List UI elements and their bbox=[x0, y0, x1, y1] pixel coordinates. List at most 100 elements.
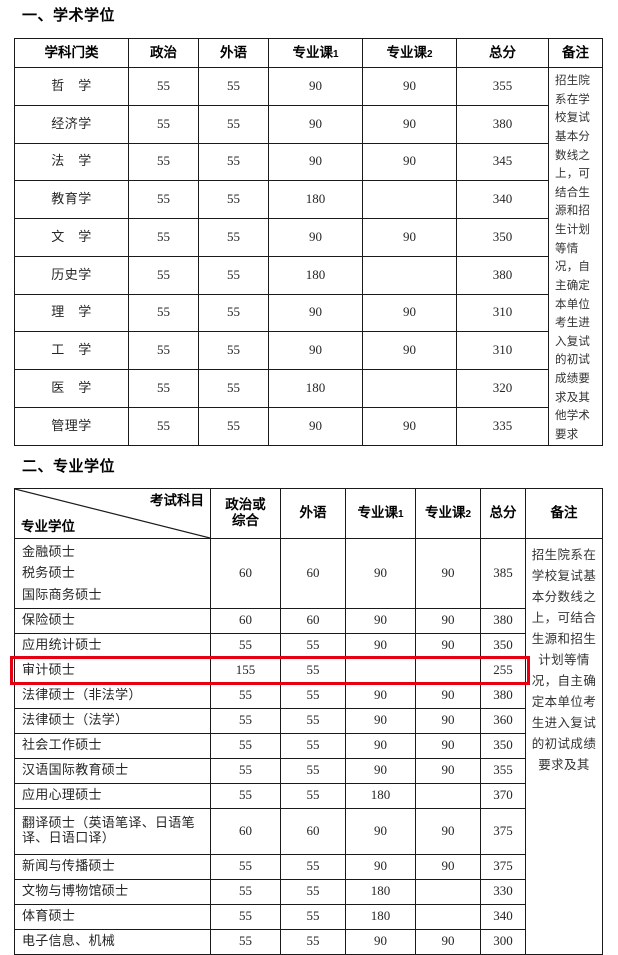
major1-index: 1 bbox=[397, 509, 404, 521]
cell-major1-score: 90 bbox=[345, 632, 416, 659]
cell-major2-score: 90 bbox=[362, 67, 457, 106]
cell-foreign-score: 55 bbox=[198, 331, 269, 370]
cell-major1-score: 90 bbox=[345, 928, 416, 955]
cell-total-score: 320 bbox=[456, 369, 549, 408]
professional-degree-score-table: 考试科目 专业学位 政治或 综合 外语 专业课1 专业课2 总分 备注 金融硕士… bbox=[14, 487, 603, 955]
table-row: 电子信息、机械 55 55 90 90 300 bbox=[14, 928, 603, 955]
cell-discipline-name: 管理学 bbox=[14, 406, 129, 446]
cell-foreign-score: 55 bbox=[280, 732, 346, 759]
table-header-row: 学科门类 政治 外语 专业课1 专业课2 总分 备注 bbox=[14, 38, 603, 68]
degree-name-line: 金融硕士 bbox=[22, 544, 76, 560]
table-row: 法律硕士（非法学） 55 55 90 90 380 bbox=[14, 682, 603, 709]
table-row: 医 学 55 55 180 320 bbox=[14, 369, 603, 408]
cell-major1-score: 90 bbox=[345, 607, 416, 634]
cell-total-score: 375 bbox=[480, 853, 526, 880]
cell-remark-text: 招生院系在学校复试基本分数线之上，可结合生源和招生计划等情况，自主确定本单位考生… bbox=[525, 537, 603, 955]
cell-total-score: 340 bbox=[456, 180, 549, 219]
cell-major1-score: 90 bbox=[345, 853, 416, 880]
cell-major1-score: 90 bbox=[268, 331, 363, 370]
cell-politics-score: 55 bbox=[210, 757, 281, 784]
degree-name-line: 国际商务硕士 bbox=[22, 586, 102, 602]
major2-index: 2 bbox=[465, 509, 472, 521]
cell-foreign-score: 55 bbox=[198, 67, 269, 106]
cell-foreign-score: 55 bbox=[280, 757, 346, 784]
cell-foreign-score: 55 bbox=[198, 180, 269, 219]
table-row: 保险硕士 60 60 90 90 380 bbox=[14, 607, 603, 634]
major1-label: 专业课 bbox=[357, 505, 398, 521]
professional-table-container: 考试科目 专业学位 政治或 综合 外语 专业课1 专业课2 总分 备注 金融硕士… bbox=[0, 487, 618, 955]
cell-discipline-name: 文 学 bbox=[14, 218, 129, 257]
cell-major1-score: 90 bbox=[345, 682, 416, 709]
cell-foreign-score: 55 bbox=[280, 928, 346, 955]
cell-major2-score: 90 bbox=[415, 632, 481, 659]
cell-major1-score: 90 bbox=[345, 537, 416, 609]
cell-degree-name: 新闻与传播硕士 bbox=[14, 853, 211, 880]
cell-discipline-name: 理 学 bbox=[14, 293, 129, 333]
col-header-remark: 备注 bbox=[525, 487, 603, 539]
cell-major1-score: 90 bbox=[345, 807, 416, 855]
cell-major1-score: 180 bbox=[345, 782, 416, 809]
cell-major2-score bbox=[362, 255, 457, 295]
cell-politics-score: 55 bbox=[128, 255, 199, 295]
cell-total-score: 345 bbox=[456, 142, 549, 182]
col-header-politics-or-comprehensive: 政治或 综合 bbox=[210, 487, 281, 539]
table-row: 哲 学 55 55 90 90 355 招生院系在学校复试基本分数线之上，可结合生源和招生计… bbox=[14, 67, 603, 446]
cell-total-score: 375 bbox=[480, 807, 526, 855]
cell-foreign-score: 55 bbox=[280, 657, 346, 684]
cell-major1-score: 180 bbox=[345, 903, 416, 930]
cell-discipline-name: 历史学 bbox=[14, 255, 129, 295]
table-row: 文物与博物馆硕士 55 55 180 330 bbox=[14, 878, 603, 905]
cell-degree-name: 社会工作硕士 bbox=[14, 732, 211, 759]
cell-major2-score bbox=[362, 180, 457, 219]
degree-name-line: 税务硕士 bbox=[22, 565, 76, 581]
cell-foreign-score: 55 bbox=[198, 218, 269, 257]
major2-label: 专业课 bbox=[386, 45, 427, 61]
cell-politics-score: 55 bbox=[128, 369, 199, 408]
cell-major2-score: 90 bbox=[362, 331, 457, 370]
cell-discipline-name: 哲 学 bbox=[14, 67, 129, 106]
diagonal-divider-icon bbox=[15, 489, 210, 538]
cell-major2-score bbox=[415, 878, 481, 905]
table-row: 法律硕士（法学） 55 55 90 90 360 bbox=[14, 707, 603, 734]
cell-foreign-score: 55 bbox=[280, 853, 346, 880]
cell-major1-score: 90 bbox=[268, 293, 363, 333]
cell-major1-score: 90 bbox=[345, 732, 416, 759]
cell-discipline-name: 工 学 bbox=[14, 331, 129, 370]
table-row: 翻译硕士（英语笔译、日语笔译、日语口译） 60 60 90 90 375 bbox=[14, 807, 603, 855]
cell-foreign-score: 55 bbox=[198, 255, 269, 295]
cell-major1-score: 180 bbox=[268, 255, 363, 295]
col-header-major-course-1: 专业课1 bbox=[345, 487, 416, 539]
cell-foreign-score: 55 bbox=[280, 707, 346, 734]
cell-major2-score: 90 bbox=[415, 607, 481, 634]
cell-total-score: 370 bbox=[480, 782, 526, 809]
cell-politics-score: 55 bbox=[210, 707, 281, 734]
cell-foreign-score: 60 bbox=[280, 607, 346, 634]
table-row-highlighted: 审计硕士 155 55 255 bbox=[14, 657, 603, 684]
table-row: 理 学 55 55 90 90 310 bbox=[14, 293, 603, 333]
cell-major2-score: 90 bbox=[415, 682, 481, 709]
table-row: 文 学 55 55 90 90 350 bbox=[14, 218, 603, 257]
cell-major2-score bbox=[415, 782, 481, 809]
diagonal-label-professional-degree: 专业学位 bbox=[21, 518, 75, 534]
table-row: 历史学 55 55 180 380 bbox=[14, 255, 603, 295]
cell-major1-score: 90 bbox=[268, 104, 363, 144]
cell-total-score: 380 bbox=[456, 104, 549, 144]
cell-major2-score: 90 bbox=[415, 732, 481, 759]
cell-foreign-score: 55 bbox=[198, 142, 269, 182]
cell-degree-name: 金融硕士税务硕士国际商务硕士 bbox=[14, 537, 211, 609]
cell-major2-score: 90 bbox=[415, 707, 481, 734]
cell-major2-score: 90 bbox=[415, 807, 481, 855]
cell-politics-score: 55 bbox=[128, 293, 199, 333]
cell-politics-score: 55 bbox=[210, 928, 281, 955]
major2-index: 2 bbox=[426, 49, 433, 61]
table-row: 教育学 55 55 180 340 bbox=[14, 180, 603, 219]
cell-degree-name: 汉语国际教育硕士 bbox=[14, 757, 211, 784]
cell-major2-score: 90 bbox=[415, 853, 481, 880]
cell-major2-score: 90 bbox=[362, 406, 457, 446]
table-row: 金融硕士 税务硕士 国际商务硕士 60 60 90 90 385 招生院系在学校复试基本分数线之… bbox=[14, 537, 603, 955]
cell-major1-score: 180 bbox=[268, 180, 363, 219]
academic-degree-score-table: 学科门类 政治 外语 专业课1 专业课2 总分 备注 哲 学 55 55 90 90 35… bbox=[14, 38, 603, 446]
cell-discipline-name: 医 学 bbox=[14, 369, 129, 408]
cell-degree-name: 文物与博物馆硕士 bbox=[14, 878, 211, 905]
cell-major1-score: 90 bbox=[268, 218, 363, 257]
